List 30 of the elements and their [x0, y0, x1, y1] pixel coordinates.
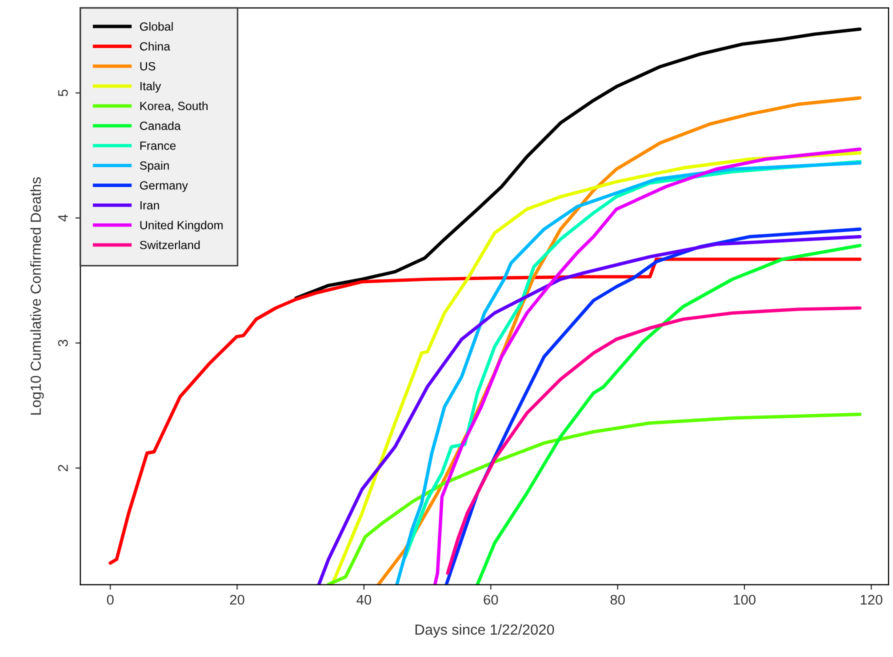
x-tick-label: 120 [860, 594, 882, 605]
y-tick-label: 2 [58, 464, 68, 472]
legend-label: Germany [140, 181, 188, 192]
legend-label: Korea, South [140, 101, 208, 112]
x-tick-label: 80 [610, 594, 625, 605]
x-axis-title: Days since 1/22/2020 [416, 624, 554, 638]
legend-label: Italy [140, 82, 162, 93]
x-tick-label: 40 [356, 594, 372, 605]
legend-label: United Kingdom [140, 220, 223, 232]
legend-label: France [140, 142, 176, 150]
legend-label: China [140, 42, 170, 51]
line-series [294, 27, 862, 300]
x-tick-label: 20 [230, 594, 244, 605]
y-tick-label: 4 [58, 214, 68, 222]
legend-label: Switzerland [140, 240, 200, 250]
line-series [317, 235, 862, 585]
x-tick-label: 0 [106, 594, 114, 605]
legend-label: Global [140, 22, 173, 31]
legend-label: Spain [140, 161, 169, 172]
y-tick-label: 3 [58, 340, 68, 346]
legend-label: Canada [140, 121, 181, 130]
legend-label: Iran [140, 201, 159, 210]
y-axis-title: Log10 Cumulative Confirmed Deaths [30, 177, 44, 415]
x-tick-label: 100 [734, 594, 756, 605]
x-tick-label: 60 [484, 594, 498, 605]
legend-label: US [140, 62, 156, 70]
line-series [108, 258, 862, 565]
line-series [326, 412, 862, 585]
line-series [446, 306, 862, 575]
y-tick-label: 5 [58, 90, 68, 96]
